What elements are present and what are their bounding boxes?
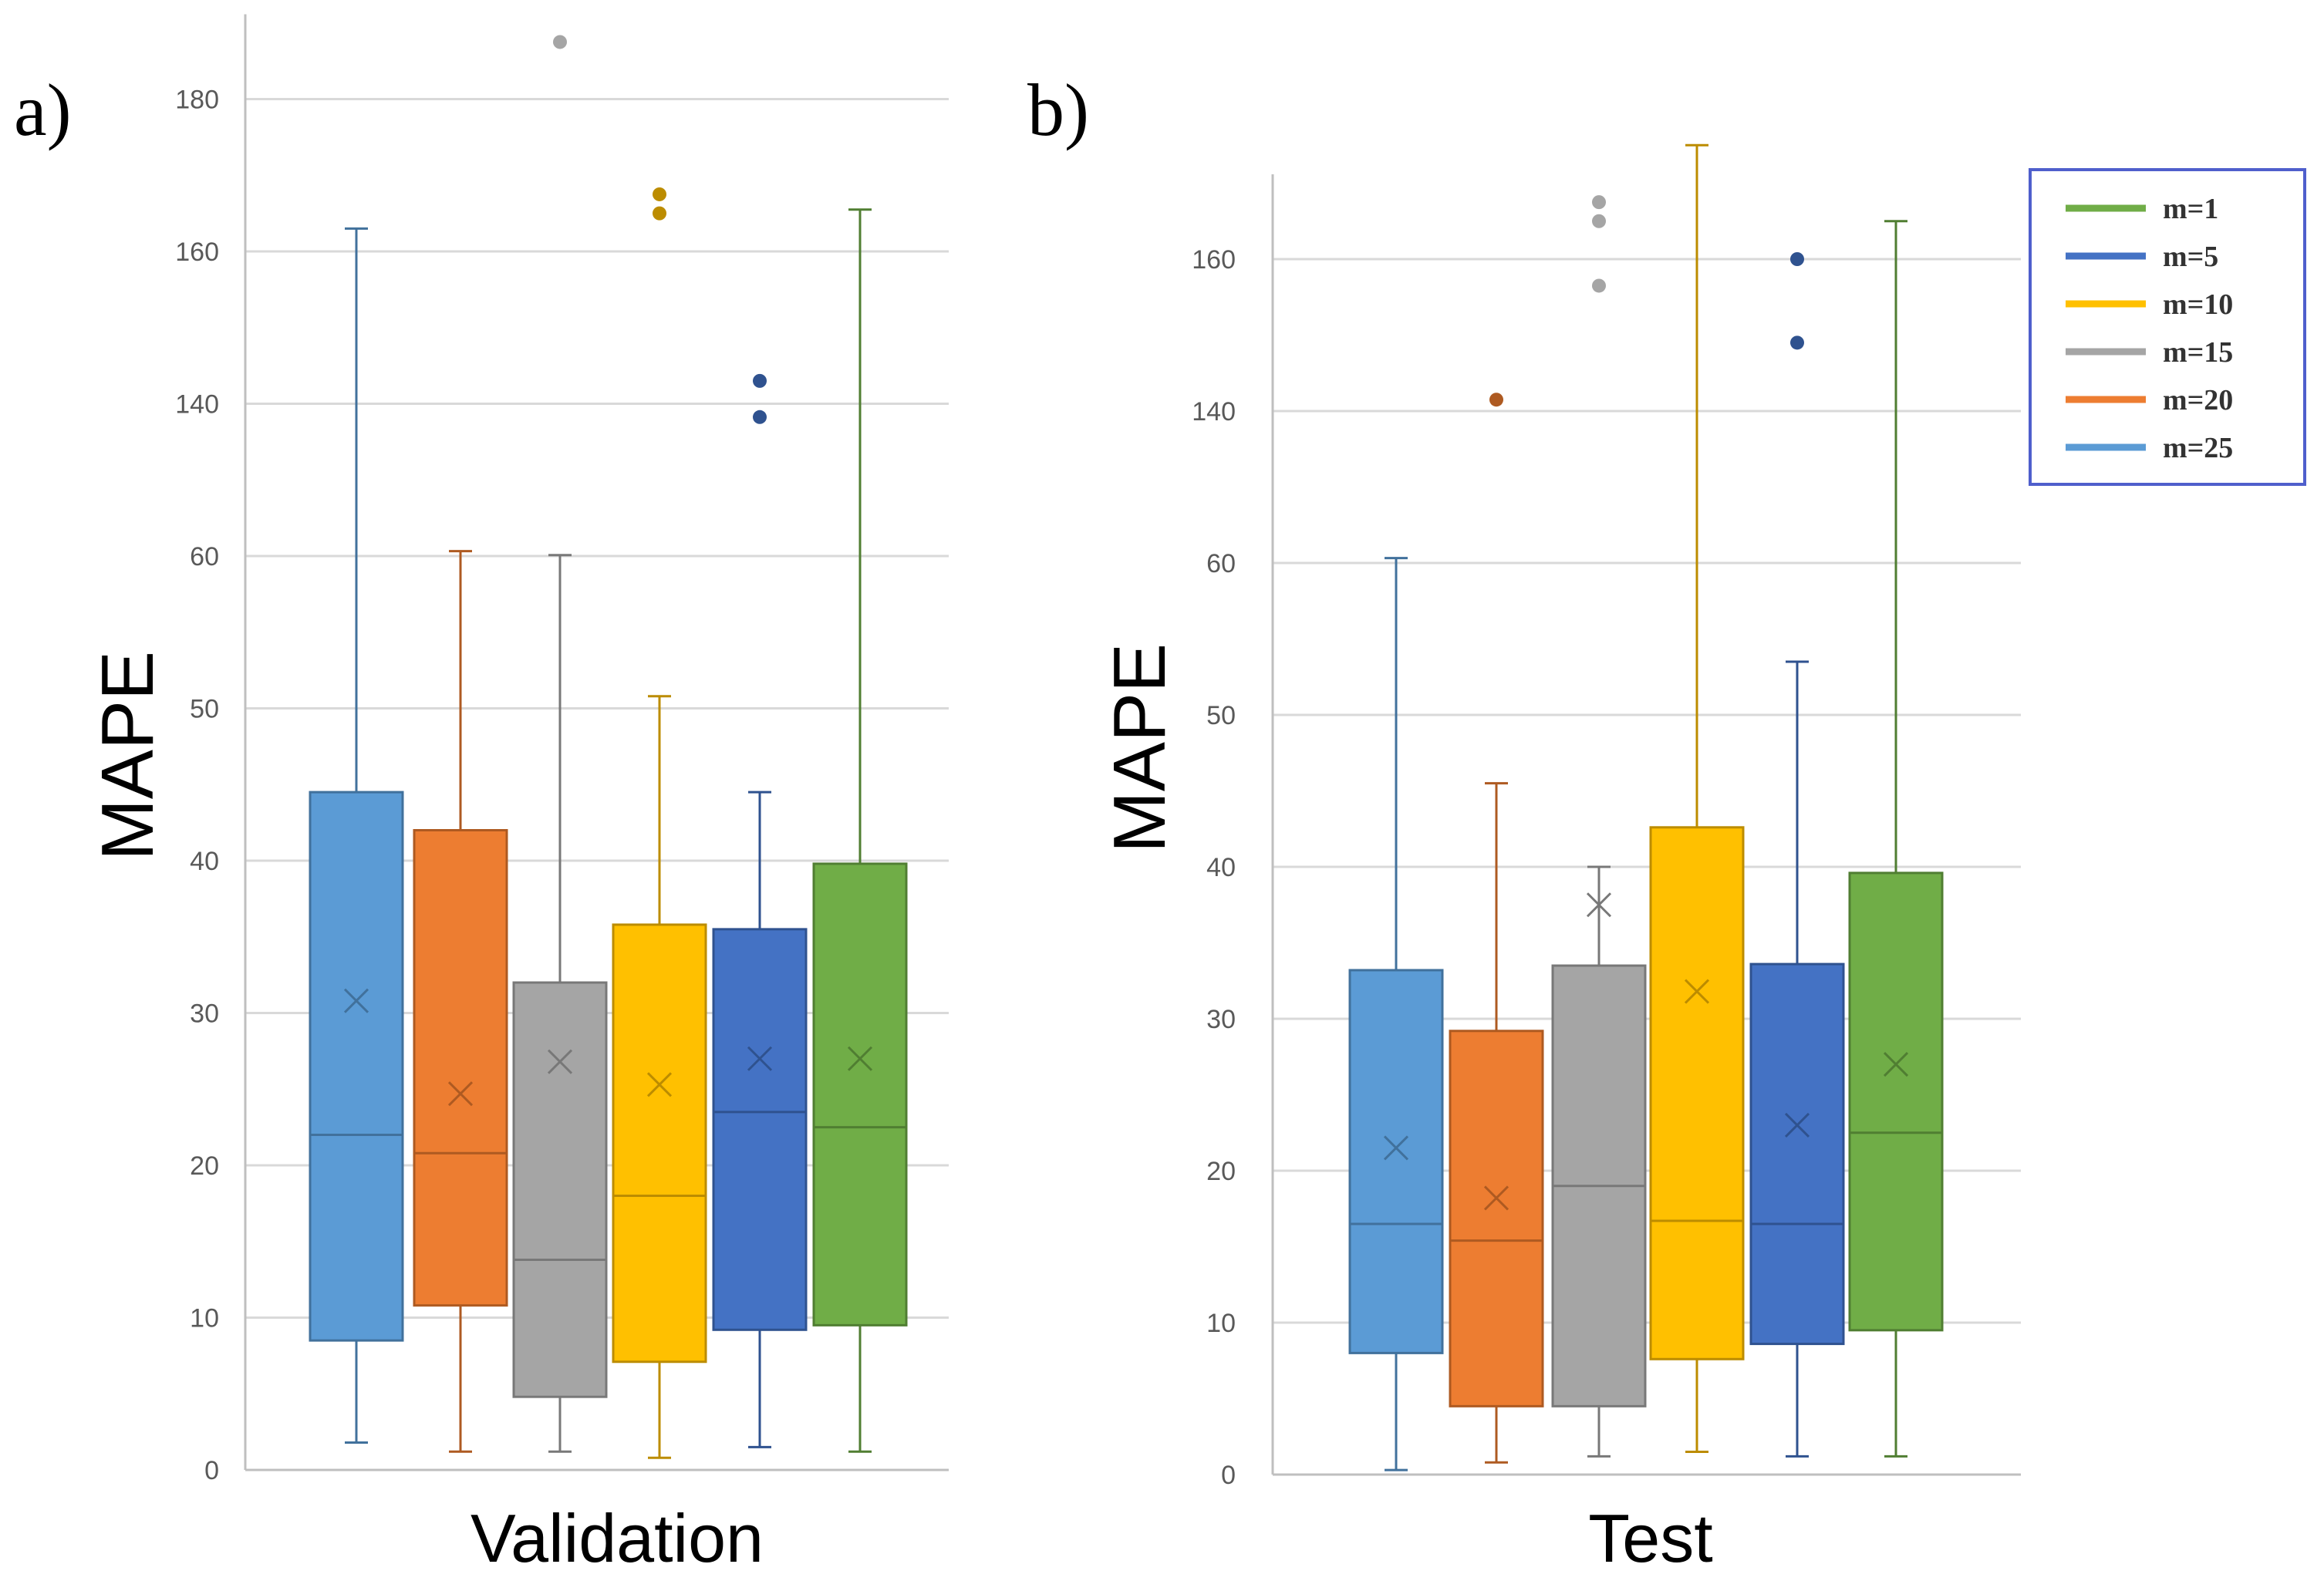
y-tick-label: 140: [1192, 397, 1236, 426]
legend-item-m15: m=15: [2066, 336, 2233, 369]
mean-marker: [1383, 1135, 1409, 1161]
mean-marker: [847, 1046, 873, 1071]
box-m1: [812, 208, 908, 1453]
legend-label: m=25: [2163, 432, 2233, 464]
legend: m=1 m=5 m=10 m=15 m=20 m=25: [2029, 168, 2306, 486]
x-axis-label: Validation: [471, 1500, 764, 1576]
mean-marker: [646, 1072, 673, 1097]
outlier-point: [753, 410, 767, 424]
y-tick-label: 60: [1206, 549, 1236, 578]
legend-item-m5: m=5: [2066, 241, 2218, 273]
panel-a-validation: 0 10 20 30 40 50 60 140 160 180 MAPE Validation a): [14, 14, 949, 1576]
outlier-point: [753, 373, 767, 388]
y-tick-label: 140: [175, 390, 219, 420]
outlier-point: [1489, 393, 1503, 407]
iqr-box: [1649, 826, 1745, 1360]
y-tick-label: 20: [1206, 1157, 1236, 1186]
outlier-point: [1790, 335, 1804, 350]
y-axis-label: MAPE: [86, 651, 169, 861]
box-m25: [309, 227, 404, 1444]
panel-b-test: 0 10 20 30 40 50 60 140 160 MAPE Test b): [1027, 69, 2021, 1576]
box-m15: [1551, 195, 1647, 1458]
outlier-point: [1790, 252, 1804, 266]
mean-marker: [447, 1081, 474, 1107]
box-m5: [1749, 252, 1845, 1458]
iqr-box: [712, 928, 808, 1331]
outlier-point: [553, 35, 567, 49]
outlier-point: [1592, 214, 1606, 228]
x-axis-label: Test: [1588, 1500, 1712, 1576]
box-m10: [612, 187, 707, 1459]
legend-label: m=20: [2163, 384, 2233, 416]
y-tick-label: 60: [190, 542, 219, 571]
outlier-point: [653, 206, 666, 221]
panel-label: a): [14, 69, 72, 151]
legend-item-m20: m=20: [2066, 384, 2233, 416]
box-m20: [1449, 393, 1544, 1464]
y-tick-label: 160: [175, 238, 219, 267]
y-tick-label: 0: [1221, 1461, 1236, 1490]
box-m5: [712, 373, 808, 1448]
y-tick-label: 180: [175, 86, 219, 115]
mean-marker: [343, 988, 369, 1013]
y-tick-label: 50: [1206, 701, 1236, 730]
legend-label: m=15: [2163, 336, 2233, 369]
box-m1: [1848, 220, 1944, 1458]
mean-marker: [1883, 1052, 1909, 1077]
outlier-point: [1592, 195, 1606, 210]
mean-marker: [547, 1049, 573, 1074]
iqr-box: [1348, 969, 1444, 1354]
y-tick-label: 40: [1206, 853, 1236, 882]
y-tick-label: 10: [190, 1304, 219, 1333]
iqr-box: [812, 862, 908, 1326]
iqr-box: [512, 981, 608, 1398]
panel-label: b): [1027, 69, 1089, 151]
y-tick-label: 160: [1192, 245, 1236, 275]
y-tick-label: 20: [190, 1151, 219, 1181]
outlier-point: [653, 187, 666, 201]
mean-marker: [1483, 1185, 1509, 1211]
y-tick-label: 30: [1206, 1005, 1236, 1034]
y-tick-label: 10: [1206, 1309, 1236, 1338]
mean-marker: [1684, 979, 1710, 1004]
legend-item-m1: m=1: [2066, 193, 2218, 225]
box-m25: [1348, 557, 1444, 1471]
y-tick-label: 50: [190, 695, 219, 724]
iqr-box: [1848, 871, 1944, 1332]
y-tick-label: 40: [190, 847, 219, 876]
iqr-box: [612, 923, 707, 1364]
legend-item-m25: m=25: [2066, 432, 2233, 464]
mean-marker: [1586, 892, 1612, 918]
y-axis-label: MAPE: [1098, 643, 1181, 853]
legend-frame: [2029, 168, 2306, 486]
outlier-point: [1592, 278, 1606, 293]
mean-marker: [1784, 1112, 1810, 1138]
legend-label: m=5: [2163, 241, 2218, 273]
y-tick-label: 0: [204, 1456, 219, 1485]
mean-marker: [747, 1046, 773, 1071]
box-m20: [413, 550, 508, 1453]
legend-label: m=1: [2163, 193, 2218, 225]
iqr-box: [1749, 962, 1845, 1346]
legend-item-m10: m=10: [2066, 288, 2233, 321]
y-tick-label: 30: [190, 1000, 219, 1029]
iqr-box: [309, 790, 404, 1342]
legend-label: m=10: [2163, 288, 2233, 321]
box-m10: [1649, 143, 1745, 1453]
iqr-box: [413, 829, 508, 1307]
box-m15: [512, 35, 608, 1453]
iqr-box: [1449, 1030, 1544, 1407]
